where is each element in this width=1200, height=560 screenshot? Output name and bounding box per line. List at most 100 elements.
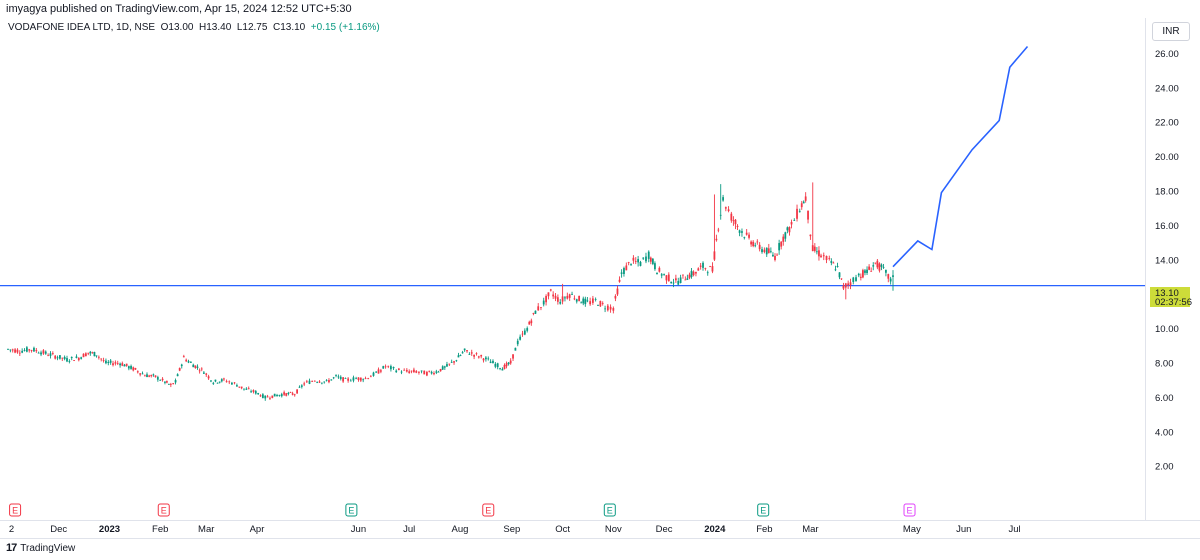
- candle: [537, 303, 540, 311]
- symbol-name[interactable]: VODAFONE IDEA LTD, 1D, NSE: [8, 22, 156, 33]
- earnings-marker[interactable]: E: [345, 503, 358, 517]
- candle: [202, 371, 205, 374]
- candle: [516, 338, 519, 347]
- x-tick-label: Jul: [403, 524, 415, 535]
- candle: [530, 318, 533, 326]
- candle: [210, 380, 212, 383]
- earnings-marker[interactable]: E: [903, 503, 916, 517]
- candle: [152, 373, 155, 377]
- candle: [612, 306, 615, 314]
- x-tick-label: 2024: [704, 524, 726, 535]
- candle: [254, 389, 257, 395]
- candle: [512, 354, 514, 361]
- candle: [709, 265, 711, 268]
- candle: [49, 351, 52, 359]
- candle: [70, 356, 73, 361]
- candle: [95, 355, 98, 358]
- candle: [455, 359, 458, 362]
- candle: [582, 296, 585, 306]
- candle: [308, 378, 311, 385]
- candle: [509, 358, 512, 365]
- candle: [61, 357, 64, 362]
- candle: [807, 210, 809, 224]
- candle: [433, 371, 435, 376]
- earnings-marker-label: E: [760, 506, 766, 516]
- candle: [487, 356, 490, 361]
- candle: [645, 252, 647, 264]
- high-value: H13.40: [199, 22, 232, 33]
- candle: [844, 282, 847, 300]
- candle: [291, 391, 294, 396]
- candle: [293, 393, 296, 397]
- candle: [561, 283, 564, 305]
- candle: [870, 267, 873, 272]
- candle: [372, 371, 375, 377]
- candle: [73, 360, 75, 362]
- candle: [767, 243, 770, 254]
- candle: [663, 273, 665, 276]
- currency-button[interactable]: INR: [1152, 22, 1190, 41]
- candle: [289, 391, 292, 393]
- candle: [359, 377, 362, 383]
- candle: [220, 378, 223, 383]
- candle: [116, 360, 119, 366]
- y-tick-label: 4.00: [1155, 427, 1174, 438]
- forecast-path[interactable]: [892, 45, 1029, 268]
- candle: [91, 351, 94, 354]
- candle: [379, 368, 382, 374]
- candle: [706, 270, 709, 276]
- candle: [892, 270, 894, 291]
- candle: [23, 348, 26, 352]
- candle: [532, 312, 535, 316]
- candle: [868, 264, 871, 271]
- candle: [589, 297, 592, 306]
- candle: [559, 299, 562, 305]
- candle: [752, 240, 755, 248]
- candle: [580, 301, 583, 304]
- candle: [778, 239, 781, 255]
- candle: [426, 370, 428, 377]
- x-tick-label: Feb: [756, 524, 772, 535]
- candle: [492, 359, 494, 364]
- candle: [44, 350, 47, 355]
- candle: [654, 261, 656, 271]
- earnings-marker[interactable]: E: [603, 503, 616, 517]
- candle: [874, 262, 877, 265]
- open-value: O13.00: [160, 22, 194, 33]
- candle: [878, 262, 881, 273]
- earnings-marker[interactable]: E: [157, 503, 170, 517]
- candle: [408, 369, 411, 374]
- candle: [420, 370, 423, 374]
- earnings-marker-label: E: [907, 506, 913, 516]
- x-tick-label: Mar: [802, 524, 818, 535]
- candle: [276, 393, 278, 397]
- candle: [154, 375, 157, 378]
- y-tick-label: 6.00: [1155, 393, 1174, 404]
- earnings-marker[interactable]: E: [757, 503, 770, 517]
- candle: [722, 194, 724, 202]
- candle: [761, 246, 763, 254]
- candle: [190, 360, 192, 364]
- candle: [688, 272, 691, 280]
- candle: [364, 376, 367, 380]
- candle: [625, 262, 628, 271]
- candle: [637, 255, 640, 267]
- candle: [97, 355, 100, 360]
- earnings-marker[interactable]: E: [9, 503, 22, 517]
- candle: [66, 355, 68, 363]
- candle: [702, 261, 704, 271]
- candle: [695, 271, 697, 277]
- candle: [788, 226, 791, 236]
- candle: [40, 350, 42, 357]
- candle: [287, 391, 290, 396]
- tradingview-logo[interactable]: 17 TradingView: [6, 541, 75, 555]
- candle: [75, 354, 78, 359]
- earnings-marker[interactable]: E: [482, 503, 495, 517]
- candle: [332, 376, 335, 380]
- price-tag-price: 13.10: [1155, 288, 1179, 299]
- price-chart[interactable]: 2.004.006.008.0010.0012.0014.0016.0018.0…: [0, 0, 1200, 540]
- candle: [231, 381, 233, 385]
- candle: [889, 276, 892, 285]
- candle: [684, 276, 687, 281]
